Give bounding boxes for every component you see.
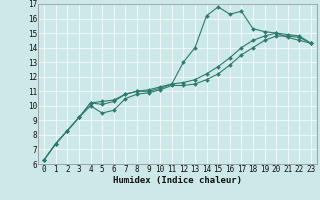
X-axis label: Humidex (Indice chaleur): Humidex (Indice chaleur) (113, 176, 242, 185)
